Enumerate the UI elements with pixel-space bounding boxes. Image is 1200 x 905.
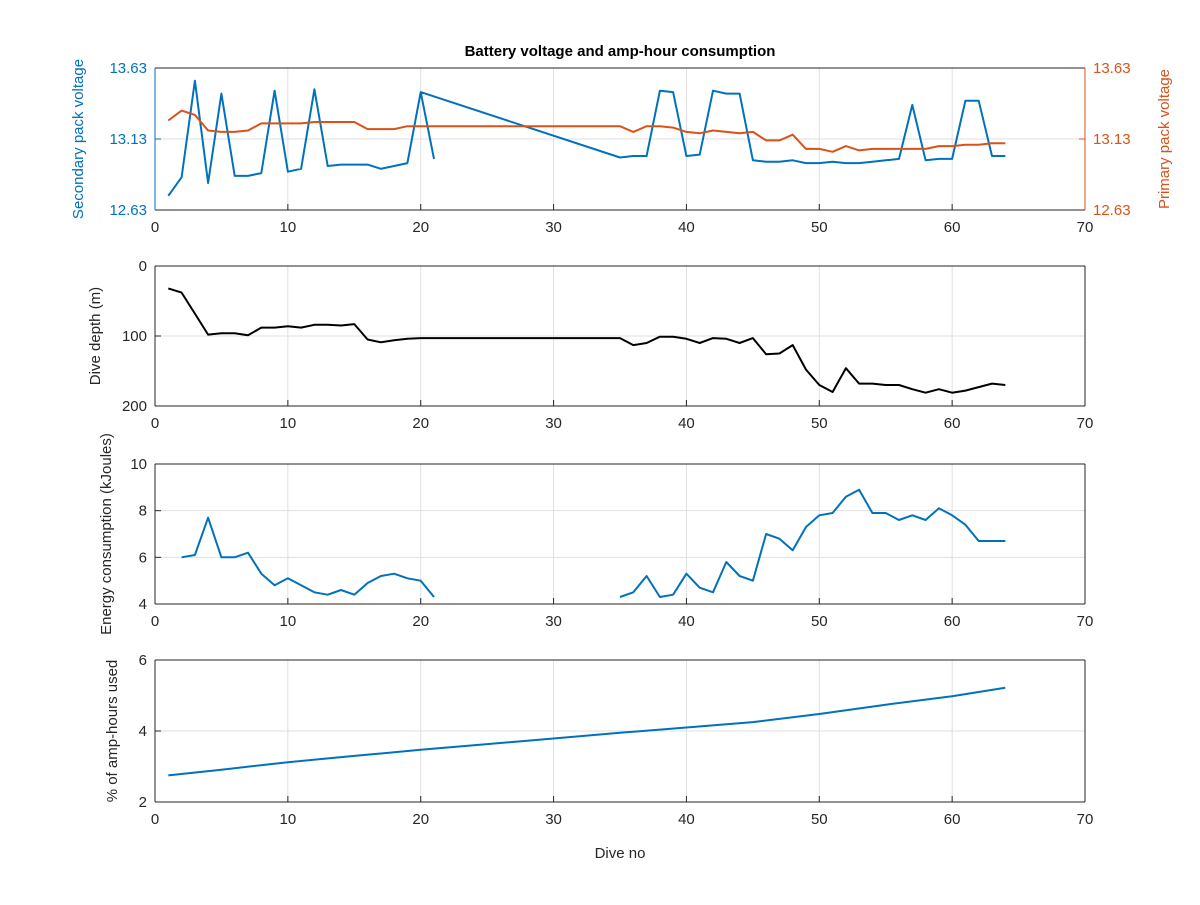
y-right-tick-label: 12.63 — [1093, 202, 1131, 219]
x-tick-label: 20 — [412, 811, 429, 828]
x-tick-label: 60 — [944, 415, 961, 432]
x-tick-label: 0 — [151, 613, 159, 630]
y-axis-label: Energy consumption (kJoules) — [98, 433, 115, 635]
x-tick-label: 10 — [280, 811, 297, 828]
series-line-1 — [181, 488, 1006, 598]
x-tick-label: 0 — [151, 415, 159, 432]
y-right-tick-label: 13.13 — [1093, 131, 1131, 148]
x-tick-label: 40 — [678, 613, 695, 630]
series-line-2 — [167, 109, 1006, 153]
y-tick-label: 13.63 — [109, 60, 147, 77]
x-tick-label: 60 — [944, 613, 961, 630]
x-tick-label: 20 — [412, 415, 429, 432]
chart-title: Battery voltage and amp-hour consumption — [464, 43, 776, 60]
x-tick-label: 60 — [944, 811, 961, 828]
subplot-4: 0 10 20 30 40 50 60 70 2 4 6 % of amp-hours used Div… — [104, 652, 1093, 862]
x-tick-label: 40 — [678, 219, 695, 236]
x-tick-label: 0 — [151, 811, 159, 828]
subplot-1: 0 10 20 30 40 50 60 7012.6313.1313.6312.6313.13… — [70, 59, 1173, 236]
y-tick-label: 12.63 — [109, 202, 147, 219]
y-tick-label: 0 — [139, 258, 147, 275]
y-axis-label: Secondary pack voltage — [70, 59, 87, 219]
x-tick-label: 10 — [280, 219, 297, 236]
x-tick-label: 50 — [811, 415, 828, 432]
x-tick-label: 50 — [811, 219, 828, 236]
y-tick-label: 4 — [139, 723, 147, 740]
x-tick-label: 30 — [545, 613, 562, 630]
y-axis-label: Dive depth (m) — [87, 287, 104, 385]
x-tick-label: 70 — [1077, 219, 1094, 236]
y-tick-label: 10 — [130, 456, 147, 473]
x-tick-label: 20 — [412, 219, 429, 236]
x-tick-label: 30 — [545, 415, 562, 432]
y-tick-label: 200 — [122, 398, 147, 415]
x-tick-label: 30 — [545, 219, 562, 236]
y-tick-label: 6 — [139, 652, 147, 669]
x-tick-label: 40 — [678, 811, 695, 828]
series-line-1 — [167, 287, 1006, 394]
subplot-3: 0 10 20 30 40 50 60 70 4 6 8 10 Energy consumption (… — [98, 433, 1093, 635]
x-tick-label: 50 — [811, 613, 828, 630]
x-tick-label: 40 — [678, 415, 695, 432]
x-tick-label: 70 — [1077, 415, 1094, 432]
y-tick-label: 8 — [139, 503, 147, 520]
x-tick-label: 10 — [280, 613, 297, 630]
series-line-1 — [167, 79, 1006, 197]
y-tick-label: 100 — [122, 328, 147, 345]
y-tick-label: 2 — [139, 794, 147, 811]
y-tick-label: 6 — [139, 549, 147, 566]
x-tick-label: 70 — [1077, 613, 1094, 630]
x-tick-label: 0 — [151, 219, 159, 236]
x-tick-label: 50 — [811, 811, 828, 828]
subplot-2: 0 10 20 30 40 50 60 70 0 100 200 Dive depth (m) — [87, 258, 1093, 432]
x-tick-label: 70 — [1077, 811, 1094, 828]
series-line-1 — [168, 686, 1006, 777]
x-axis-label: Dive no — [595, 845, 646, 862]
x-tick-label: 20 — [412, 613, 429, 630]
y-axis-label: % of amp-hours used — [104, 660, 121, 803]
x-tick-label: 60 — [944, 219, 961, 236]
x-tick-label: 10 — [280, 415, 297, 432]
y-right-tick-label: 13.63 — [1093, 60, 1131, 77]
y-tick-label: 13.13 — [109, 131, 147, 148]
y-right-axis-label: Primary pack voltage — [1156, 69, 1173, 209]
x-tick-label: 30 — [545, 811, 562, 828]
y-tick-label: 4 — [139, 596, 147, 613]
